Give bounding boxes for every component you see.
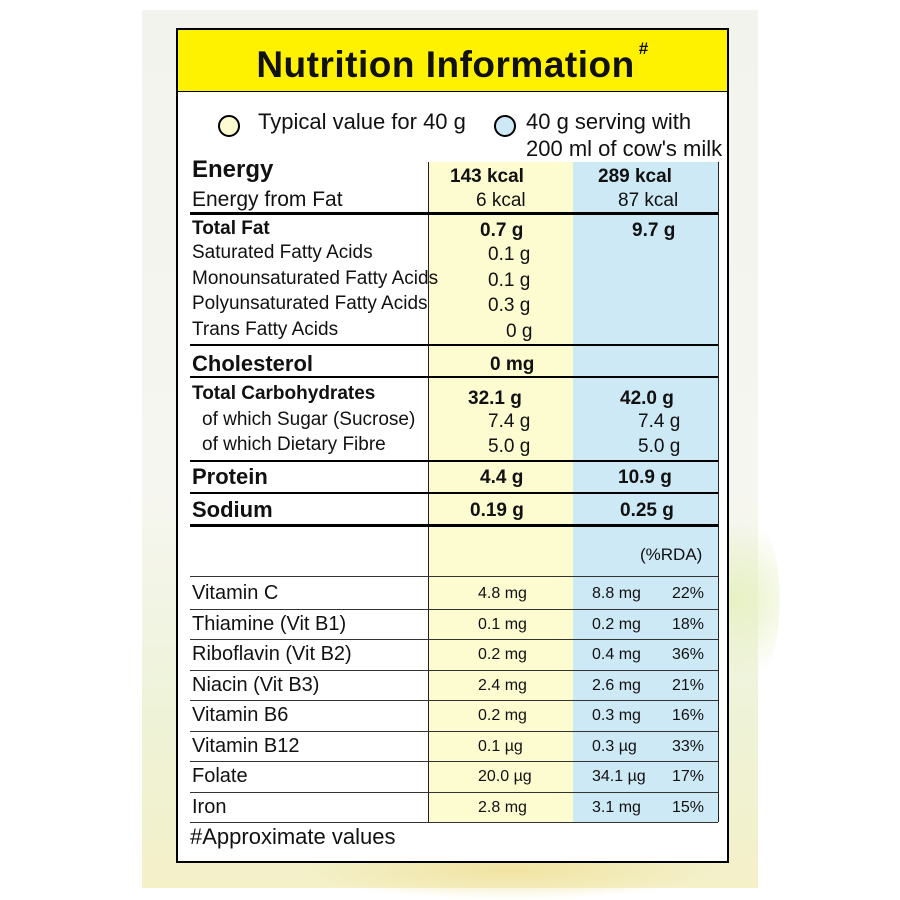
vitamin-col2: 0.3 mg <box>592 707 641 724</box>
row-divider <box>190 761 718 762</box>
energy-col1: 143 kcal <box>450 166 524 187</box>
fat-row-col1: 0 g <box>506 321 533 342</box>
fat-row-label: Monounsaturated Fatty Acids <box>192 268 439 289</box>
carbs-row-label: of which Dietary Fibre <box>202 434 386 455</box>
protein-col1: 4.4 g <box>480 467 524 488</box>
title-mark: # <box>638 39 649 58</box>
vitamin-label: Vitamin B6 <box>192 704 289 726</box>
vitamin-label: Vitamin B12 <box>192 734 300 757</box>
blue-circle-icon <box>494 115 516 137</box>
divider <box>190 460 718 462</box>
rda-header: (%RDA) <box>640 545 703 564</box>
vitamin-col2: 34.1 µg <box>592 768 646 785</box>
vitamin-label: Folate <box>192 765 248 787</box>
divider <box>190 376 718 378</box>
vitamin-label: Vitamin C <box>192 582 279 604</box>
vitamin-rda: 36% <box>672 646 705 663</box>
vitamin-col1: 0.2 mg <box>478 646 527 663</box>
fat-row-label: Polyunsaturated Fatty Acids <box>192 293 428 314</box>
title-text: Nutrition Information <box>256 44 635 85</box>
vitamin-col2: 0.2 mg <box>592 615 641 633</box>
divider <box>190 344 718 346</box>
sodium-col2: 0.25 g <box>620 500 674 521</box>
vitamin-col1: 0.1 µg <box>478 737 523 755</box>
energy-fat-col1: 6 kcal <box>476 190 526 211</box>
divider <box>190 492 718 494</box>
carbs-col1: 32.1 g <box>468 388 522 409</box>
carbs-col2: 42.0 g <box>620 388 674 409</box>
row-divider <box>190 669 718 671</box>
fat-col1: 0.7 g <box>480 220 524 241</box>
row-divider <box>190 700 718 701</box>
vitamin-label: Riboflavin (Vit B2) <box>192 643 352 665</box>
cholesterol-label: Cholesterol <box>192 351 314 376</box>
vitamin-col1: 2.8 mg <box>478 798 527 816</box>
vitamin-col1: 2.4 mg <box>478 676 527 694</box>
vitamin-label: Niacin (Vit B3) <box>192 673 320 696</box>
protein-label: Protein <box>192 464 268 489</box>
energy-label: Energy <box>192 156 274 183</box>
fat-row-col1: 0.1 g <box>488 244 531 265</box>
row-divider <box>190 639 718 640</box>
yellow-circle-icon <box>218 115 240 137</box>
nutrition-panel: Nutrition Information # Typical value for… <box>176 28 729 863</box>
carbs-row-col1: 5.0 g <box>488 436 531 457</box>
nutrition-title: Nutrition Information # <box>178 30 727 92</box>
vitamin-label: Thiamine (Vit B1) <box>192 612 347 635</box>
vitamin-col2: 0.4 mg <box>592 646 641 663</box>
fat-row-col1: 0.3 g <box>488 295 531 316</box>
vitamin-rda: 16% <box>672 707 705 724</box>
divider <box>190 576 718 577</box>
row-divider <box>190 608 718 610</box>
row-divider <box>190 791 718 793</box>
carbs-row-col2: 5.0 g <box>638 436 681 457</box>
vitamin-col2: 3.1 mg <box>592 798 641 816</box>
row-divider <box>190 730 718 732</box>
carbs-label: Total Carbohydrates <box>192 383 376 404</box>
divider-thick <box>190 212 718 215</box>
vitamin-col1: 4.8 mg <box>478 585 527 602</box>
sodium-label: Sodium <box>192 497 273 522</box>
energy-col2: 289 kcal <box>598 166 672 187</box>
vitamin-col2: 2.6 mg <box>592 676 641 694</box>
fat-row-col1: 0.1 g <box>488 270 531 291</box>
fat-row-label: Saturated Fatty Acids <box>192 242 373 263</box>
carbs-row-col1: 7.4 g <box>488 411 531 432</box>
vitamin-rda: 15% <box>672 798 705 816</box>
vitamin-col1: 20.0 µg <box>478 768 532 785</box>
vitamin-col1: 0.1 mg <box>478 615 527 633</box>
legend-col2-line2: 200 ml of cow's milk <box>526 136 723 161</box>
carbs-row-col2: 7.4 g <box>638 411 681 432</box>
protein-col2: 10.9 g <box>618 467 672 488</box>
vitamin-col2: 0.3 µg <box>592 737 637 755</box>
vitamin-rda: 22% <box>672 585 705 602</box>
footnote: #Approximate values <box>190 824 396 849</box>
vitamin-label: Iron <box>192 795 227 818</box>
energy-fat-label: Energy from Fat <box>192 188 343 211</box>
fat-col2: 9.7 g <box>632 220 676 241</box>
carbs-row-label: of which Sugar (Sucrose) <box>202 409 416 430</box>
vitamin-col2: 8.8 mg <box>592 585 641 602</box>
divider-thick <box>190 524 718 527</box>
vitamin-col1: 0.2 mg <box>478 707 527 724</box>
sodium-col1: 0.19 g <box>470 500 524 521</box>
legend-col1: Typical value for 40 g <box>258 109 466 134</box>
fat-label: Total Fat <box>192 218 270 239</box>
energy-fat-col2: 87 kcal <box>618 190 679 211</box>
row-divider <box>190 822 718 823</box>
vitamin-rda: 17% <box>672 768 705 785</box>
vitamin-rda: 33% <box>672 737 705 755</box>
vitamin-rda: 21% <box>672 676 705 694</box>
vitamin-rda: 18% <box>672 615 705 633</box>
legend-col2-line1: 40 g serving with <box>526 109 692 134</box>
fat-row-label: Trans Fatty Acids <box>192 319 339 340</box>
cholesterol-col1: 0 mg <box>490 354 535 375</box>
